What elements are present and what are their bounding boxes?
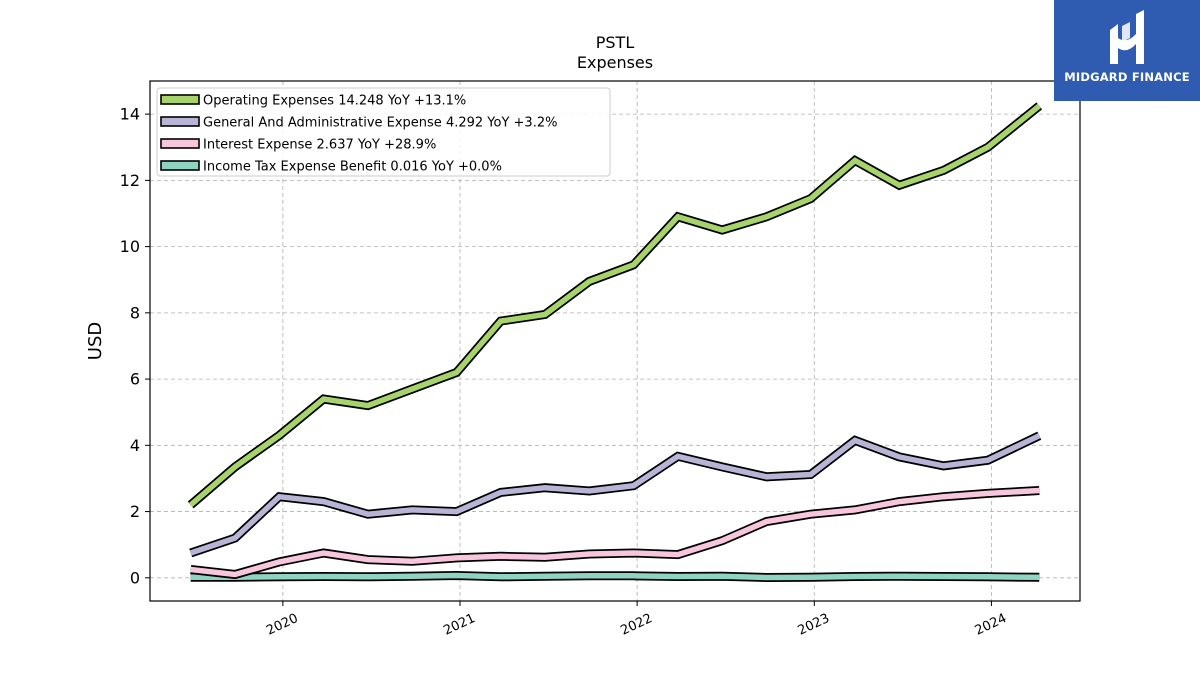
x-tick-label: 2020 (264, 611, 300, 639)
y-tick-label: 12 (120, 171, 140, 190)
series-line (187, 102, 1043, 509)
series-fill (190, 572, 1040, 581)
y-tick-label: 4 (130, 436, 140, 455)
legend-label: Operating Expenses 14.248 YoY +13.1% (203, 94, 466, 109)
chart-title: PSTL (596, 33, 635, 52)
legend-swatch (160, 138, 200, 149)
y-axis-label: USD (85, 322, 106, 360)
x-tick-label: 2024 (973, 611, 1009, 639)
logo-text: MIDGARD FINANCE (1064, 70, 1190, 84)
series-fill (188, 103, 1042, 507)
series-layer (187, 102, 1043, 583)
x-axis: 2020 2021 2022 2023 2024 (264, 601, 1009, 639)
series-fill (189, 433, 1041, 556)
legend-swatch (160, 160, 200, 171)
legend: Operating Expenses 14.248 YoY +13.1% Gene… (156, 87, 611, 177)
y-tick-label: 14 (120, 105, 140, 124)
y-tick-label: 10 (120, 237, 140, 256)
y-tick-label: 8 (130, 303, 140, 322)
chart-subtitle: Expenses (577, 53, 653, 72)
legend-swatch (160, 94, 200, 105)
brand-logo: MIDGARD FINANCE (1054, 0, 1200, 101)
x-tick-label: 2023 (796, 611, 832, 639)
legend-label: Income Tax Expense Benefit 0.016 YoY +0.… (203, 160, 502, 175)
x-tick-label: 2022 (619, 611, 655, 639)
y-tick-label: 0 (130, 568, 140, 587)
legend-box (156, 87, 611, 177)
series-fill (190, 487, 1040, 578)
series-outline (189, 431, 1042, 558)
legend-swatch (160, 116, 200, 127)
plot-frame (149, 80, 1081, 602)
y-tick-label: 6 (130, 370, 140, 389)
series-line (190, 486, 1040, 580)
y-axis: 0 2 4 6 8 10 12 14 (120, 105, 150, 587)
series-line (190, 570, 1040, 583)
series-line (189, 431, 1042, 558)
legend-label: General And Administrative Expense 4.292… (203, 116, 557, 131)
logo-mark-icon (1110, 10, 1144, 64)
legend-label: Interest Expense 2.637 YoY +28.9% (203, 138, 436, 153)
y-tick-label: 2 (130, 502, 140, 521)
x-tick-label: 2021 (441, 611, 477, 639)
